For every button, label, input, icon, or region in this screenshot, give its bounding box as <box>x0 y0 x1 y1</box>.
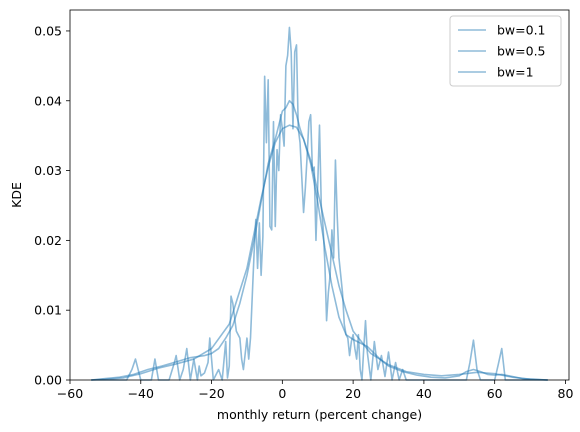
y-tick-label: 0.02 <box>34 233 62 248</box>
y-tick-label: 0.01 <box>34 303 62 318</box>
x-tick-label: 20 <box>345 386 361 401</box>
y-axis-ticks: 0.00 0.01 0.02 0.03 0.04 0.05 <box>34 23 70 388</box>
y-tick-label: 0.05 <box>34 23 62 38</box>
legend-label: bw=0.5 <box>497 44 546 59</box>
y-tick-label: 0.00 <box>34 373 62 388</box>
x-tick-label: −20 <box>198 386 224 401</box>
legend-box <box>449 15 562 87</box>
legend-label: bw=1 <box>497 65 534 80</box>
x-tick-label: 80 <box>558 386 574 401</box>
x-axis-ticks: −60 −40 −20 0 20 40 60 80 <box>57 380 574 401</box>
x-tick-label: −40 <box>128 386 154 401</box>
legend-label: bw=0.1 <box>497 23 546 38</box>
y-tick-label: 0.04 <box>34 93 62 108</box>
x-tick-label: 40 <box>416 386 432 401</box>
x-tick-label: −60 <box>57 386 83 401</box>
x-tick-label: 0 <box>278 386 286 401</box>
series-line-bw-1 <box>91 124 548 381</box>
legend: bw=0.1 bw=0.5 bw=1 <box>449 15 562 87</box>
x-tick-label: 60 <box>487 386 503 401</box>
y-tick-label: 0.03 <box>34 163 62 178</box>
x-axis-label: monthly return (percent change) <box>217 407 422 422</box>
y-axis-label: KDE <box>9 182 24 208</box>
plot-frame <box>69 9 570 381</box>
